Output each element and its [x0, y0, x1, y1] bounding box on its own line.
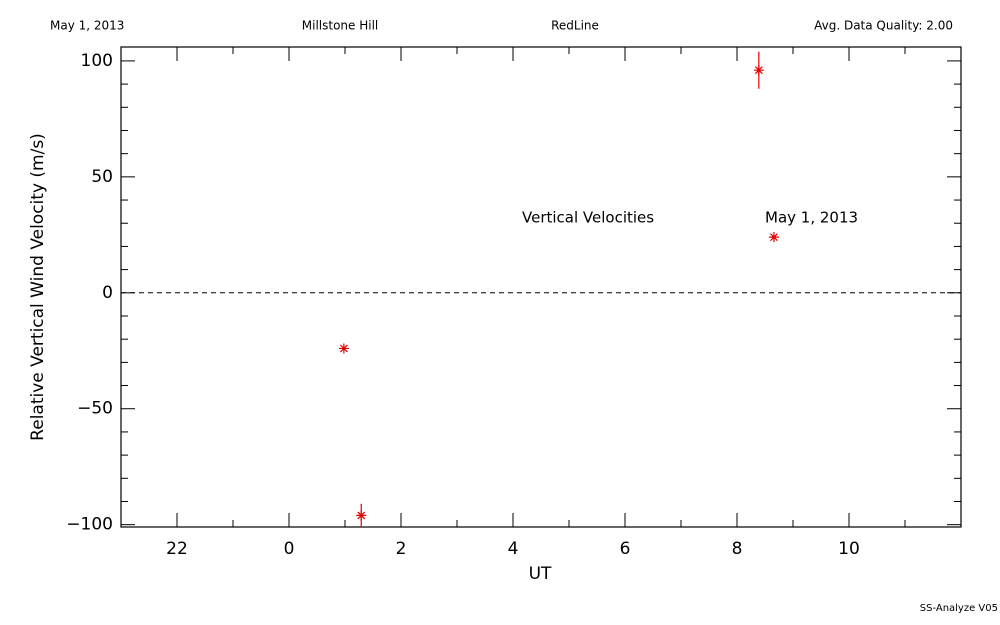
point [768, 232, 779, 243]
point [356, 510, 367, 521]
x-tick-label: 10 [838, 539, 860, 559]
annotation: Vertical Velocities [522, 209, 654, 227]
x-tick-label: 0 [284, 539, 295, 559]
point [338, 343, 349, 354]
y-tick-label: 50 [91, 167, 113, 187]
x-tick-label: 2 [396, 539, 407, 559]
x-tick-label: 6 [620, 539, 631, 559]
y-tick-label: 100 [81, 51, 113, 71]
annotation: May 1, 2013 [765, 209, 858, 227]
y-tick-label: 0 [102, 283, 113, 303]
y-tick-label: −100 [66, 515, 113, 535]
x-axis-label: UT [529, 564, 552, 584]
header-site: Millstone Hill [302, 19, 378, 33]
point [753, 65, 764, 76]
footer: SS-Analyze V05 [920, 603, 998, 614]
plot-frame [120, 46, 962, 528]
header-filter: RedLine [551, 19, 599, 33]
header-quality: Avg. Data Quality: 2.00 [814, 19, 953, 33]
x-tick-label: 4 [508, 539, 519, 559]
header-date: May 1, 2013 [50, 19, 124, 33]
y-axis-label: Relative Vertical Wind Velocity (m/s) [28, 133, 48, 441]
x-tick-label: 8 [732, 539, 743, 559]
x-tick-label: 22 [166, 539, 188, 559]
y-tick-label: −50 [77, 399, 113, 419]
